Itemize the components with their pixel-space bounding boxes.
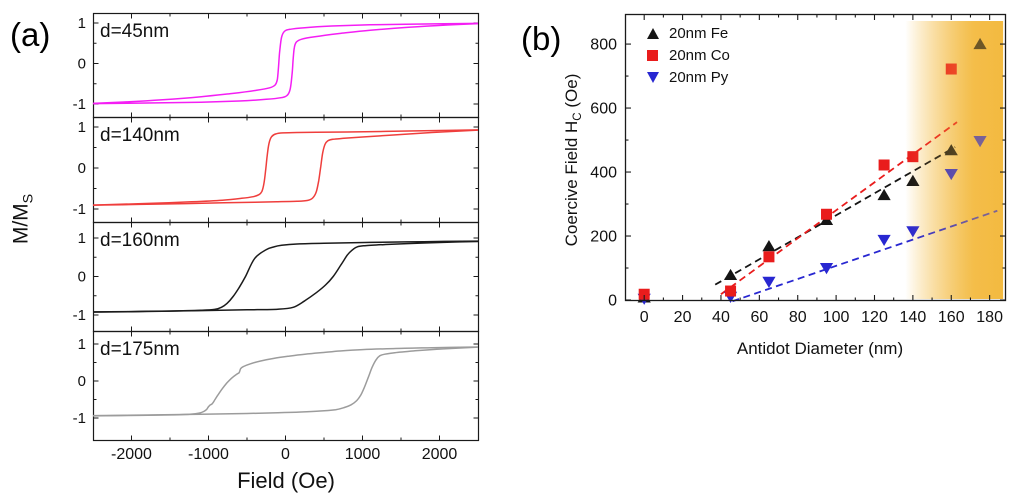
triangle-up-icon: [646, 27, 659, 39]
x-tick-label: 20: [674, 309, 692, 326]
hysteresis-curve-ascending: [92, 22, 479, 105]
y-tick-label: 1: [78, 230, 86, 247]
hysteresis-subplot-3: 1 0 -1 d=160nm: [73, 221, 480, 333]
y-tick-label: 200: [590, 229, 617, 246]
y-tick-label: -1: [73, 96, 86, 113]
x-tick-label: -2000: [111, 446, 152, 463]
square-icon: [647, 49, 658, 61]
legend-label-fe: 20nm Fe: [669, 24, 729, 42]
data-point: [877, 234, 891, 247]
triangle-down-icon: [646, 71, 659, 83]
y-tick-label: 0: [78, 269, 86, 286]
y-tick-label: 0: [608, 293, 617, 310]
data-point: [762, 276, 776, 288]
x-tick-label: -1000: [188, 446, 229, 463]
x-tick-label: 140: [900, 309, 927, 326]
panel-a-y-axis-title-text: M/M: [9, 203, 33, 245]
panel-b-y-axis-title-unit: (Oe): [561, 73, 581, 113]
panel-b: 0 20 40 60 80 100 120 140 160 180 0 200 400 600 800: [590, 13, 1007, 326]
subplot-label: d=160nm: [100, 230, 180, 251]
subplot-label: d=45nm: [100, 21, 169, 42]
legend-marker-py: [644, 71, 661, 83]
x-tick-label: 180: [976, 309, 1003, 326]
panel-a-x-axis-title: Field (Oe): [237, 468, 335, 493]
x-tick-label: 2000: [422, 446, 458, 463]
data-point: [819, 263, 834, 275]
data-point: [877, 188, 891, 201]
panel-a: 1 0 -1 d=45nm 1 0 -1 d=140nm 1 0 -1 d=160nm 1 0 -1 d=17…: [73, 12, 480, 463]
data-point: [878, 159, 890, 171]
x-tick-label: 60: [750, 309, 768, 326]
x-tick-label: 80: [789, 309, 807, 326]
x-tick-label: 160: [938, 309, 965, 326]
panel-b-y-axis-title-subscript: C: [572, 112, 585, 121]
y-tick-label: 600: [590, 101, 617, 118]
highlight-band-overlay: [905, 21, 1004, 299]
data-point: [821, 208, 833, 220]
hysteresis-subplot-4: 1 0 -1 d=175nm: [73, 330, 480, 442]
legend-item-fe: 20nm Fe: [644, 22, 730, 44]
legend-marker-fe: [644, 27, 661, 39]
x-tick-label: 100: [823, 309, 850, 326]
y-tick-label: 1: [78, 336, 86, 353]
x-tick-label: 0: [281, 446, 290, 463]
y-tick-label: 1: [78, 119, 86, 136]
panel-b-y-axis-title-text: Coercive Field H: [561, 120, 581, 247]
y-tick-label: -1: [73, 201, 86, 218]
hysteresis-curve-descending: [92, 240, 479, 313]
panel-a-y-axis-title-subscript: S: [20, 193, 37, 204]
hysteresis-curve-descending: [92, 129, 479, 206]
x-tick-label: 120: [861, 309, 888, 326]
data-point: [762, 240, 776, 252]
data-point: [725, 285, 737, 297]
hysteresis-curve-ascending: [92, 240, 479, 313]
panel-a-y-axis-title: M/MS: [9, 194, 36, 244]
panel-b-x-axis-title: Antidot Diameter (nm): [736, 339, 904, 358]
hysteresis-curve-descending: [92, 346, 479, 417]
panel-b-label: (b): [521, 20, 562, 57]
hysteresis-curve-ascending: [92, 129, 479, 206]
y-tick-label: 0: [78, 373, 86, 390]
panel-b-y-axis-title: Coercive Field HC (Oe): [562, 74, 584, 247]
y-tick-label: 400: [590, 165, 617, 182]
subplot-label: d=140nm: [100, 125, 180, 146]
x-tick-label: 40: [712, 309, 730, 326]
hysteresis-subplot-2: 1 0 -1 d=140nm: [73, 116, 480, 224]
x-tick-label: 0: [640, 309, 649, 326]
legend-label-py: 20nm Py: [669, 68, 729, 86]
data-point: [763, 251, 775, 263]
subplot-label: d=175nm: [100, 339, 180, 360]
legend-label-co: 20nm Co: [669, 46, 730, 64]
x-tick-label: 1000: [345, 446, 381, 463]
panel-a-label: (a): [10, 16, 51, 53]
legend-item-co: 20nm Co: [644, 44, 730, 66]
hysteresis-curve-descending: [92, 22, 479, 105]
hysteresis-subplot-1: 1 0 -1 d=45nm: [73, 12, 480, 119]
legend: 20nm Fe 20nm Co 20nm Py: [644, 22, 730, 88]
y-tick-label: 0: [78, 56, 86, 73]
y-tick-label: 1: [78, 15, 86, 32]
y-tick-label: -1: [73, 410, 86, 427]
hysteresis-curve-ascending: [92, 346, 479, 417]
y-tick-label: -1: [73, 307, 86, 324]
data-point: [638, 288, 650, 300]
y-tick-label: 0: [78, 160, 86, 177]
legend-marker-co: [644, 49, 661, 61]
y-tick-label: 800: [590, 37, 617, 54]
data-point: [723, 268, 738, 281]
legend-item-py: 20nm Py: [644, 66, 730, 88]
